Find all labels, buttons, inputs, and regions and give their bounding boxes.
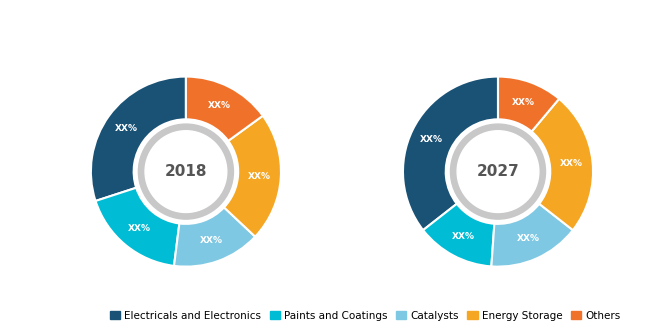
Wedge shape xyxy=(403,77,498,230)
Wedge shape xyxy=(186,77,263,141)
Wedge shape xyxy=(532,99,593,230)
Legend: Electricals and Electronics, Paints and Coatings, Catalysts, Energy Storage, Oth: Electricals and Electronics, Paints and … xyxy=(106,307,625,325)
Wedge shape xyxy=(174,207,255,267)
Text: XX%: XX% xyxy=(115,124,138,133)
Wedge shape xyxy=(224,116,281,237)
Wedge shape xyxy=(91,77,186,201)
Text: XX%: XX% xyxy=(127,224,151,233)
Wedge shape xyxy=(491,204,573,267)
Circle shape xyxy=(450,124,546,219)
Wedge shape xyxy=(423,204,495,266)
Text: XX%: XX% xyxy=(512,98,535,107)
Text: 2027: 2027 xyxy=(477,164,519,179)
Text: 🌐: 🌐 xyxy=(30,20,43,40)
Text: MARKET SHARE - 2018: MARKET SHARE - 2018 xyxy=(14,122,23,228)
Wedge shape xyxy=(96,188,179,266)
Circle shape xyxy=(145,131,227,213)
Wedge shape xyxy=(498,77,559,132)
Text: XX%: XX% xyxy=(452,232,475,241)
Text: XX%: XX% xyxy=(199,236,222,246)
Text: XX%: XX% xyxy=(208,101,231,111)
Text: MARKET BY END-USER: MARKET BY END-USER xyxy=(86,21,312,39)
Circle shape xyxy=(457,131,539,213)
Text: XX%: XX% xyxy=(248,172,271,181)
Text: XX%: XX% xyxy=(517,234,539,244)
Text: 2018: 2018 xyxy=(165,164,207,179)
Circle shape xyxy=(138,124,234,219)
Text: XX%: XX% xyxy=(420,135,444,144)
Text: XX%: XX% xyxy=(560,159,583,168)
